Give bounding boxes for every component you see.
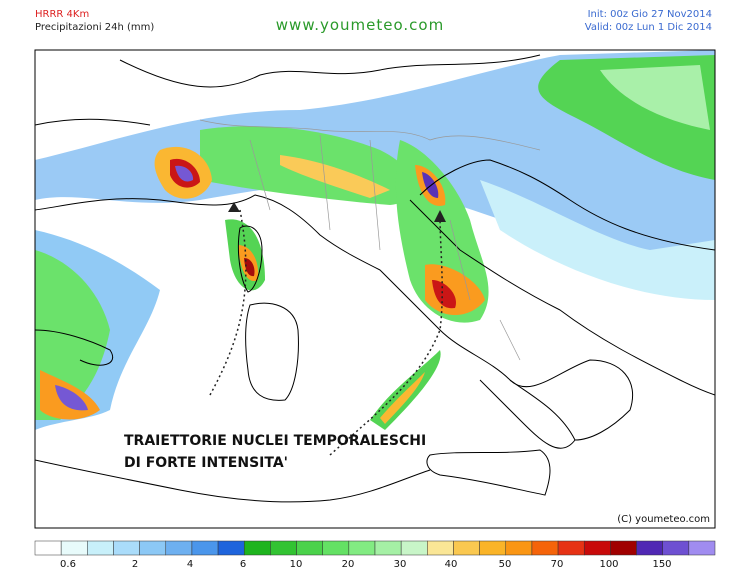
scale-swatch (610, 540, 637, 556)
borders (199, 119, 541, 361)
annotation-line: DI FORTE INTENSITA' (124, 455, 288, 471)
scale-swatch (217, 540, 245, 556)
scale-label: 20 (342, 559, 355, 570)
scale-swatch (34, 540, 62, 556)
scale-swatch (348, 540, 376, 556)
scale-swatch (60, 540, 88, 556)
scale-swatch (583, 540, 611, 556)
scale-label: 50 (499, 559, 512, 570)
product-name: Precipitazioni 24h (mm) (35, 22, 154, 33)
copyright: (C) youmeteo.com (617, 514, 710, 525)
scale-swatch (296, 540, 323, 556)
storm-tracks (209, 209, 443, 456)
scale-label: 30 (394, 559, 407, 570)
site-name: www.youmeteo.com (276, 16, 444, 34)
scale-swatch (427, 540, 454, 556)
scale-label: 2 (132, 559, 138, 570)
track-arrowhead (434, 210, 446, 222)
scale-swatch (453, 540, 480, 556)
scale-swatch (479, 540, 507, 556)
scale-swatch (322, 540, 350, 556)
scale-label: 100 (599, 559, 618, 570)
scale-swatch (662, 540, 690, 556)
scale-swatch (243, 540, 271, 556)
scale-swatch (165, 540, 193, 556)
scale-swatch (531, 540, 559, 556)
scale-label: 150 (652, 559, 671, 570)
scale-swatch (374, 540, 402, 556)
track-arrowhead (228, 202, 240, 212)
coastlines (35, 54, 715, 503)
precipitation-field (35, 50, 715, 430)
scale-swatch (557, 540, 585, 556)
map-frame (34, 49, 716, 529)
scale-swatch (636, 540, 663, 556)
scale-swatch (87, 540, 114, 556)
valid-time: Valid: 00z Lun 1 Dic 2014 (585, 22, 712, 33)
init-time: Init: 00z Gio 27 Nov2014 (588, 9, 712, 20)
color-scale: 0.6 2 4 6 10 20 30 40 50 70 100 150 (34, 540, 716, 570)
scale-label: 10 (290, 559, 303, 570)
scale-swatch (270, 540, 297, 556)
scale-swatch (400, 540, 428, 556)
map: TRAIETTORIE NUCLEI TEMPORALESCHI DI FORT… (35, 50, 715, 528)
scale-label: 70 (551, 559, 564, 570)
scale-swatch (191, 540, 219, 556)
model-name: HRRR 4Km (35, 9, 89, 20)
annotation-line: TRAIETTORIE NUCLEI TEMPORALESCHI (124, 433, 426, 449)
scale-label: 6 (240, 559, 246, 570)
scale-swatch (688, 540, 716, 556)
scale-label: 0.6 (60, 559, 76, 570)
scale-swatch (113, 540, 140, 556)
scale-swatch (505, 540, 533, 556)
scale-label: 4 (187, 559, 193, 570)
scale-swatch (139, 540, 167, 556)
scale-label: 40 (445, 559, 458, 570)
